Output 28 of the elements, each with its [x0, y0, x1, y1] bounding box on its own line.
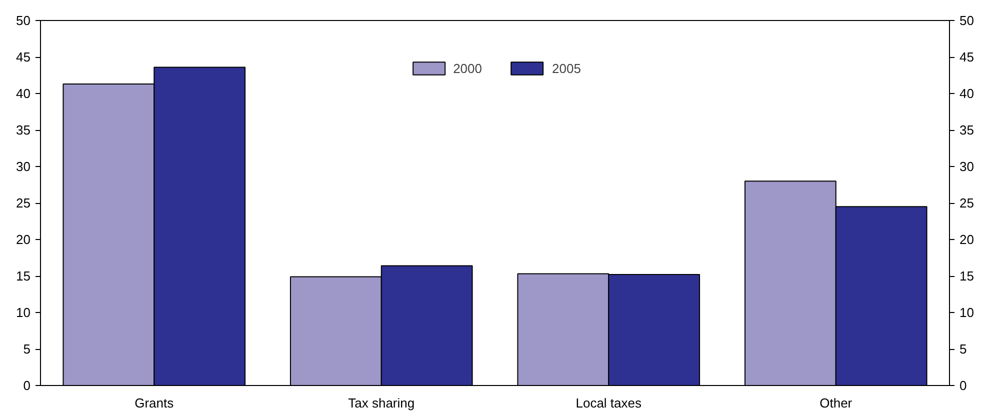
x-tick-label: Other	[820, 396, 853, 410]
y-tick-label: 40	[16, 86, 31, 101]
y-tick-label: 25	[16, 196, 31, 210]
y-tick-label: 15	[16, 268, 31, 284]
y-tick-label: 45	[16, 50, 31, 64]
x-tick-label: Tax sharing	[348, 396, 415, 410]
y2-tick-label: 30	[960, 159, 974, 174]
y2-tick-label: 0	[960, 378, 967, 393]
legend-label: 2005	[552, 60, 581, 76]
y-tick-label: 50	[16, 13, 31, 28]
y2-tick-label: 5	[960, 342, 967, 356]
y-tick-label: 35	[16, 122, 31, 138]
y2-tick-label: 20	[960, 232, 974, 247]
y2-tick-label: 25	[960, 196, 974, 210]
y2-tick-label: 10	[960, 305, 974, 320]
y-tick-label: 20	[16, 232, 31, 247]
legend-label: 2000	[453, 60, 482, 76]
y-tick-label: 10	[16, 305, 31, 320]
y-tick-label: 5	[23, 342, 31, 356]
y2-tick-label: 45	[960, 50, 974, 64]
x-tick-label: Grants	[134, 396, 174, 410]
y2-tick-label: 40	[960, 86, 974, 101]
y2-tick-label: 35	[960, 122, 974, 138]
x-tick-label: Local taxes	[576, 396, 642, 410]
y-tick-label: 30	[16, 159, 31, 174]
y2-tick-label: 50	[960, 13, 974, 28]
y2-tick-label: 15	[960, 268, 974, 284]
y-tick-label: 0	[23, 378, 31, 393]
